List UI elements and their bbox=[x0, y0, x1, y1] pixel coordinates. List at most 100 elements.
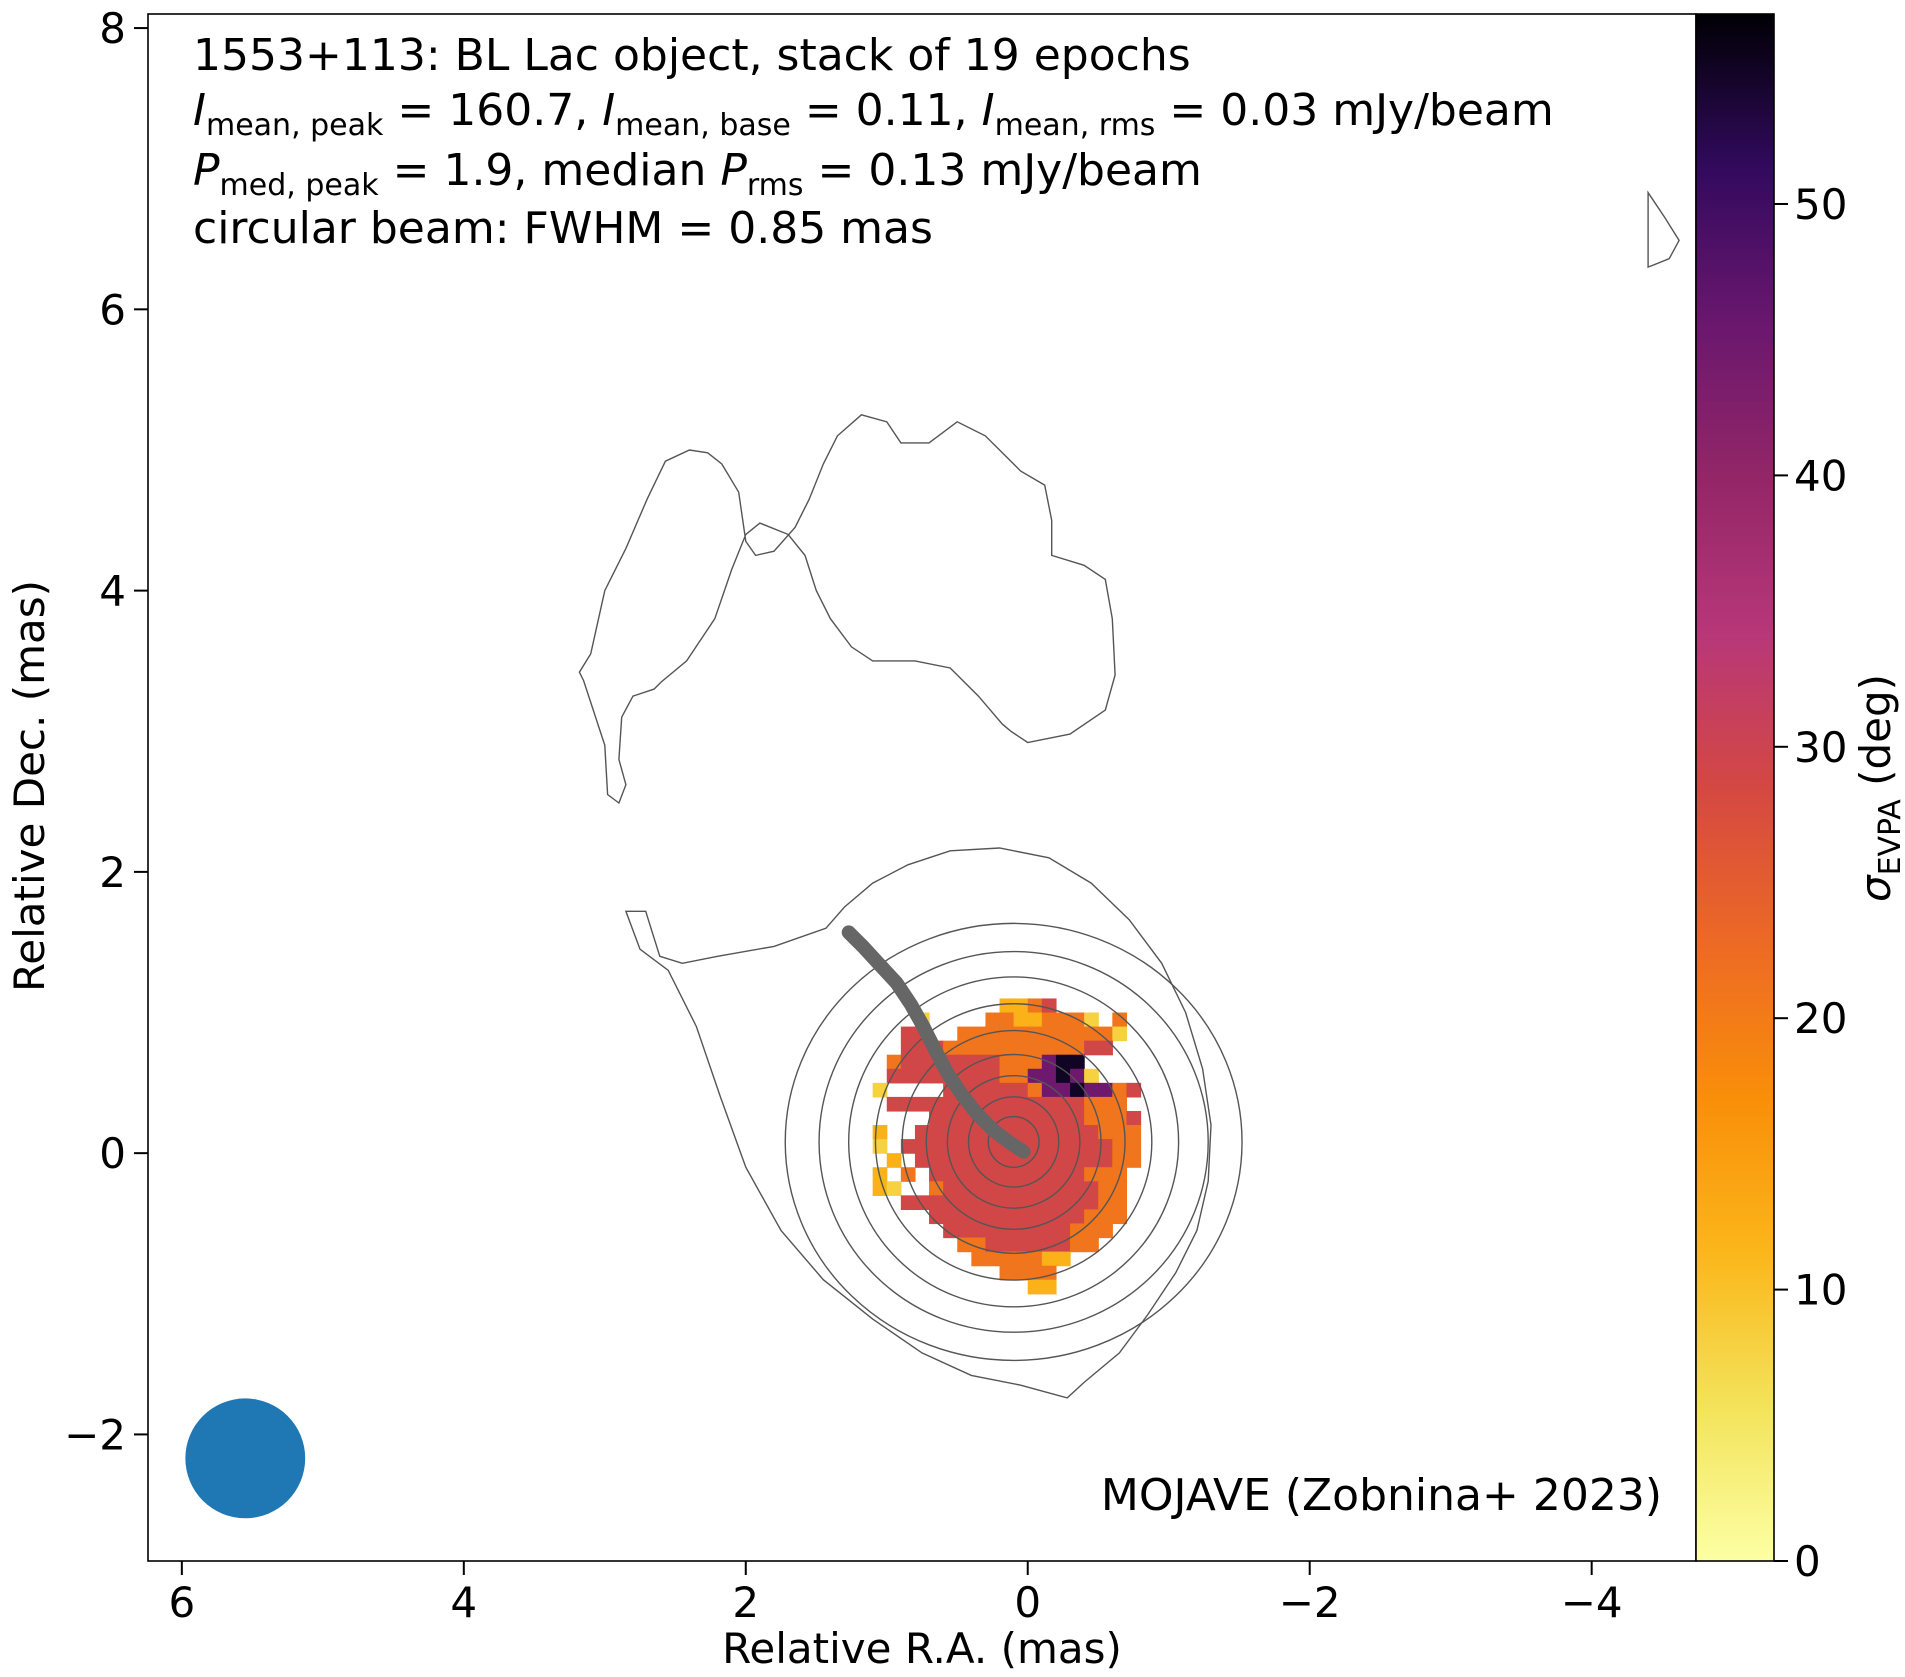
core-contour bbox=[874, 1003, 1153, 1281]
evpa-pixel bbox=[985, 1153, 1001, 1168]
evpa-pixel bbox=[1027, 1181, 1043, 1196]
evpa-pixel bbox=[943, 1209, 958, 1225]
evpa-pixel bbox=[985, 1209, 1001, 1225]
evpa-pixel bbox=[985, 1167, 1001, 1182]
outer-contour bbox=[578, 414, 1116, 805]
evpa-pixel bbox=[1027, 1209, 1043, 1225]
evpa-pixel bbox=[1070, 1096, 1085, 1112]
title-line-1: 1553+113: BL Lac object, stack of 19 epo… bbox=[193, 30, 1191, 81]
evpa-pixel bbox=[971, 1237, 987, 1253]
evpa-pixel bbox=[1013, 1026, 1029, 1042]
evpa-pixel bbox=[1084, 1125, 1099, 1140]
evpa-pixel bbox=[929, 1139, 944, 1154]
evpa-pixel bbox=[914, 1153, 930, 1168]
evpa-pixel bbox=[1027, 1153, 1043, 1168]
evpa-pixel bbox=[999, 1223, 1015, 1239]
evpa-pixel bbox=[943, 1223, 958, 1239]
evpa-pixel bbox=[900, 1195, 916, 1211]
x-tick-label: 0 bbox=[1014, 1578, 1041, 1627]
colorbar-tick-label: 50 bbox=[1794, 180, 1847, 229]
evpa-pixel bbox=[971, 1251, 987, 1267]
evpa-pixel bbox=[929, 1195, 944, 1211]
evpa-pixel bbox=[957, 1223, 972, 1239]
evpa-pixel bbox=[1098, 1153, 1113, 1168]
colorbar-tick-label: 0 bbox=[1794, 1537, 1821, 1586]
evpa-pixel bbox=[1041, 1223, 1057, 1239]
evpa-pixel bbox=[971, 1040, 987, 1056]
x-tick-label: 6 bbox=[168, 1578, 195, 1627]
evpa-pixel bbox=[957, 1237, 972, 1253]
evpa-pixel bbox=[1055, 1068, 1071, 1084]
evpa-pixel bbox=[1112, 1096, 1128, 1112]
evpa-pixel bbox=[1013, 1082, 1029, 1098]
evpa-pixel bbox=[971, 1223, 987, 1239]
evpa-pixel bbox=[1013, 1110, 1029, 1126]
evpa-pixel bbox=[1055, 1181, 1071, 1196]
title-line-4: circular beam: FWHM = 0.85 mas bbox=[193, 203, 933, 254]
evpa-pixel bbox=[1084, 1223, 1099, 1239]
outer-contour bbox=[624, 847, 1212, 1399]
evpa-pixel bbox=[999, 1237, 1015, 1253]
evpa-pixel bbox=[1027, 1012, 1043, 1028]
evpa-pixel bbox=[1041, 1167, 1057, 1182]
evpa-pixel bbox=[1070, 1068, 1085, 1084]
evpa-pixel bbox=[1070, 1054, 1085, 1070]
core-contour bbox=[901, 1029, 1126, 1254]
evpa-pixel bbox=[957, 1054, 972, 1070]
evpa-pixel bbox=[1013, 1096, 1029, 1112]
evpa-pixel bbox=[929, 1209, 944, 1225]
evpa-pixel bbox=[1084, 1026, 1099, 1042]
evpa-pixel bbox=[957, 1153, 972, 1168]
evpa-pixel bbox=[900, 1026, 916, 1042]
evpa-pixel bbox=[1027, 1265, 1043, 1281]
evpa-pixel bbox=[1027, 1040, 1043, 1056]
evpa-pixel bbox=[1013, 1251, 1029, 1267]
plot-frame bbox=[147, 13, 1697, 1562]
evpa-pixel bbox=[929, 1167, 944, 1182]
evpa-pixel bbox=[1112, 1195, 1128, 1211]
y-tick-label: 4 bbox=[99, 567, 126, 616]
evpa-pixel bbox=[1112, 1012, 1128, 1028]
evpa-pixel bbox=[1027, 1167, 1043, 1182]
evpa-pixel bbox=[999, 1181, 1015, 1196]
evpa-pixel bbox=[1013, 1209, 1029, 1225]
evpa-pixel bbox=[971, 1139, 987, 1154]
evpa-pixel bbox=[999, 1195, 1015, 1211]
evpa-pixel bbox=[1126, 1110, 1142, 1126]
evpa-pixel bbox=[1112, 1026, 1128, 1042]
evpa-pixel bbox=[957, 1040, 972, 1056]
evpa-pixel bbox=[999, 1040, 1015, 1056]
evpa-pixel bbox=[1098, 1110, 1113, 1126]
evpa-pixel bbox=[1084, 1181, 1099, 1196]
evpa-pixel bbox=[929, 1110, 944, 1126]
evpa-pixel bbox=[886, 1096, 902, 1112]
evpa-pixel bbox=[1126, 1139, 1142, 1154]
evpa-pixel bbox=[1013, 1195, 1029, 1211]
evpa-pixel bbox=[1084, 1153, 1099, 1168]
y-tick-label: −2 bbox=[64, 1410, 126, 1459]
y-tick-label: 0 bbox=[99, 1129, 126, 1178]
evpa-pixel bbox=[1084, 1040, 1099, 1056]
evpa-pixel bbox=[971, 1153, 987, 1168]
evpa-pixel bbox=[957, 1209, 972, 1225]
evpa-pixel bbox=[999, 1096, 1015, 1112]
evpa-pixel bbox=[999, 1012, 1015, 1028]
evpa-pixel bbox=[872, 1181, 888, 1196]
evpa-pixel bbox=[1041, 1068, 1057, 1084]
evpa-pixel bbox=[1098, 1026, 1113, 1042]
evpa-pixel bbox=[886, 1153, 902, 1168]
evpa-pixel bbox=[1055, 1125, 1071, 1140]
evpa-pixel bbox=[1055, 1012, 1071, 1028]
evpa-pixel bbox=[1055, 1237, 1071, 1253]
core-contour bbox=[967, 1096, 1060, 1188]
colorbar-ticks: 0 10 20 30 40 50 bbox=[1774, 180, 1847, 1586]
evpa-pixel bbox=[900, 1040, 916, 1056]
evpa-pixel bbox=[943, 1040, 958, 1056]
evpa-pixel bbox=[985, 1082, 1001, 1098]
evpa-pixel bbox=[1055, 1223, 1071, 1239]
outer-contour bbox=[1647, 190, 1680, 269]
evpa-pixel bbox=[900, 1167, 916, 1182]
evpa-pixel bbox=[1084, 1139, 1099, 1154]
evpa-pixel bbox=[971, 1068, 987, 1084]
